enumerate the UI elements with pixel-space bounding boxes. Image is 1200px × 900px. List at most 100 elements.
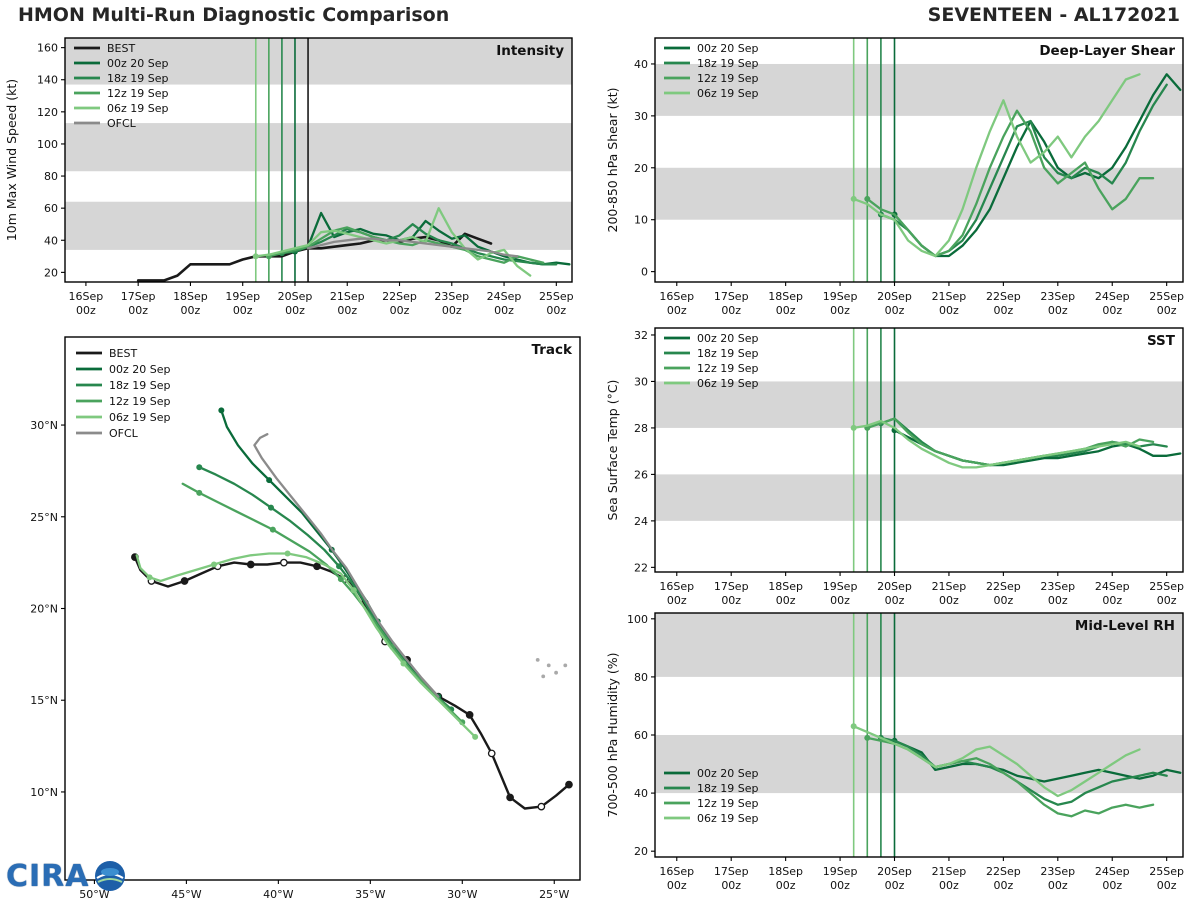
svg-text:00z: 00z <box>830 594 850 607</box>
svg-text:16Sep: 16Sep <box>659 865 694 878</box>
svg-text:00z: 00z <box>285 304 305 317</box>
best-track-marker <box>313 562 321 571</box>
svg-text:17Sep: 17Sep <box>714 580 749 593</box>
svg-text:30°N: 30°N <box>30 419 58 432</box>
model-track-marker <box>266 477 273 484</box>
svg-text:00z: 00z <box>721 304 741 317</box>
svg-text:00z: 00z <box>233 304 253 317</box>
svg-text:18Sep: 18Sep <box>768 580 803 593</box>
track-series-best <box>133 555 571 810</box>
svg-text:20Sep: 20Sep <box>278 290 313 303</box>
svg-text:40: 40 <box>634 787 648 800</box>
best-track-marker <box>537 802 546 811</box>
legend-label: 06z 19 Sep <box>107 102 169 115</box>
intensity-series-12z-19-sep <box>267 226 545 264</box>
svg-text:00z: 00z <box>128 304 148 317</box>
svg-text:16Sep: 16Sep <box>659 290 694 303</box>
svg-text:00z: 00z <box>1157 304 1177 317</box>
series-start-dot <box>864 734 871 741</box>
category-band <box>655 735 1183 794</box>
legend-label: BEST <box>107 42 135 55</box>
track-title: Track <box>532 342 573 358</box>
svg-text:22Sep: 22Sep <box>986 865 1021 878</box>
svg-text:00z: 00z <box>776 879 796 892</box>
svg-text:00z: 00z <box>181 304 201 317</box>
shear-title: Deep-Layer Shear <box>1039 43 1175 59</box>
svg-text:28: 28 <box>634 422 648 435</box>
svg-text:19Sep: 19Sep <box>823 290 858 303</box>
best-track-marker <box>180 577 189 585</box>
shear-series-00z-20-sep <box>893 73 1182 258</box>
sst-ylabel: Sea Surface Temp (°C) <box>605 380 620 521</box>
svg-text:00z: 00z <box>721 594 741 607</box>
svg-text:20Sep: 20Sep <box>877 865 912 878</box>
svg-text:30: 30 <box>634 375 648 388</box>
svg-text:00z: 00z <box>776 304 796 317</box>
svg-text:20Sep: 20Sep <box>877 290 912 303</box>
intensity-plot: 16Sep00z17Sep00z18Sep00z19Sep00z20Sep00z… <box>4 37 574 317</box>
model-track-marker <box>350 587 357 594</box>
svg-text:00z: 00z <box>993 879 1013 892</box>
svg-text:40: 40 <box>634 58 648 71</box>
svg-text:15°N: 15°N <box>30 694 58 707</box>
storm-title: SEVENTEEN - AL172021 <box>927 4 1180 26</box>
model-track-marker <box>210 561 217 568</box>
legend-label: BEST <box>109 347 137 360</box>
legend-label: 18z 19 Sep <box>109 379 171 392</box>
page-title: HMON Multi-Run Diagnostic Comparison <box>18 4 450 26</box>
svg-text:24Sep: 24Sep <box>1095 865 1130 878</box>
legend-label: 12z 19 Sep <box>697 797 759 810</box>
sst-plot: 16Sep00z17Sep00z18Sep00z19Sep00z20Sep00z… <box>605 327 1184 607</box>
svg-text:22Sep: 22Sep <box>382 290 417 303</box>
shear-plot: 16Sep00z17Sep00z18Sep00z19Sep00z20Sep00z… <box>605 37 1184 317</box>
svg-text:20: 20 <box>634 845 648 858</box>
rh-series-06z-19-sep <box>852 725 1141 798</box>
series-start-dot <box>850 195 857 202</box>
svg-text:21Sep: 21Sep <box>932 290 967 303</box>
shear-chart: 16Sep 00z 17Sep 00z 18Sep 00z 19Sep 00z 20Sep 00z… <box>600 30 1200 318</box>
svg-text:100: 100 <box>627 613 648 626</box>
svg-text:20Sep: 20Sep <box>877 580 912 593</box>
svg-text:00z: 00z <box>776 594 796 607</box>
sst-series-00z-20-sep <box>893 429 1182 467</box>
svg-text:16Sep: 16Sep <box>659 580 694 593</box>
model-track-marker <box>146 574 153 581</box>
svg-text:22Sep: 22Sep <box>986 580 1021 593</box>
sst-title: SST <box>1147 333 1176 349</box>
rh-ylabel: 700-500 hPa Humidity (%) <box>605 652 620 817</box>
series-start-dot <box>850 723 857 730</box>
svg-text:25Sep: 25Sep <box>1149 580 1184 593</box>
svg-text:22Sep: 22Sep <box>986 290 1021 303</box>
legend-label: 18z 19 Sep <box>697 347 759 360</box>
plot-border <box>654 327 1184 573</box>
shear-series-06z-19-sep <box>852 73 1141 258</box>
svg-text:00z: 00z <box>721 879 741 892</box>
svg-text:00z: 00z <box>1102 879 1122 892</box>
legend-label: 00z 20 Sep <box>697 42 759 55</box>
svg-text:21Sep: 21Sep <box>932 580 967 593</box>
svg-text:24: 24 <box>634 515 648 528</box>
svg-text:00z: 00z <box>667 304 687 317</box>
svg-text:25Sep: 25Sep <box>1149 865 1184 878</box>
legend-label: 00z 20 Sep <box>697 767 759 780</box>
shear-series-12z-19-sep <box>866 109 1155 258</box>
model-track-marker <box>268 504 274 511</box>
series-start-dot <box>850 424 857 431</box>
plot-border <box>64 37 573 283</box>
svg-text:140: 140 <box>37 74 58 87</box>
track-series-12z-19-sep <box>181 482 464 724</box>
svg-text:00z: 00z <box>830 879 850 892</box>
svg-text:18Sep: 18Sep <box>768 865 803 878</box>
svg-text:16Sep: 16Sep <box>69 290 104 303</box>
svg-text:00z: 00z <box>667 879 687 892</box>
svg-text:21Sep: 21Sep <box>932 865 967 878</box>
svg-text:80: 80 <box>634 671 648 684</box>
svg-text:23Sep: 23Sep <box>1040 290 1075 303</box>
island-dot <box>563 663 568 668</box>
category-band <box>655 613 1183 677</box>
svg-text:00z: 00z <box>885 304 905 317</box>
category-band <box>655 63 1183 116</box>
svg-text:00z: 00z <box>1048 594 1068 607</box>
track-series-ofcl <box>253 433 440 698</box>
svg-text:25Sep: 25Sep <box>539 290 574 303</box>
